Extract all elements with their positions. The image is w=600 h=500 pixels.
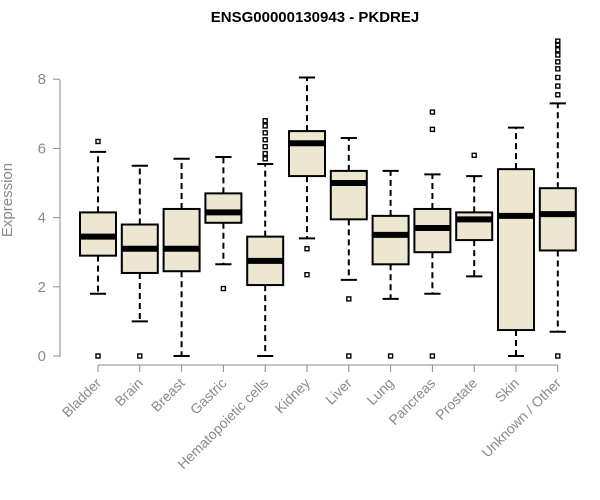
iqr-box — [162, 207, 201, 273]
outlier-point — [262, 118, 268, 124]
outlier-point — [346, 353, 352, 359]
outlier-point — [555, 92, 561, 98]
outlier-point — [555, 66, 561, 72]
outlier-point — [304, 271, 310, 278]
box-group — [455, 152, 494, 278]
outlier-point — [262, 137, 268, 143]
x-tick-label: Skin — [492, 375, 523, 406]
y-tick-label: 0 — [38, 348, 46, 365]
x-tick-label: Breast — [148, 375, 188, 415]
y-tick-label: 6 — [38, 140, 46, 157]
outlier-point — [471, 152, 477, 159]
x-tick-label: Unknown / Other — [478, 375, 564, 461]
outlier-point — [387, 353, 394, 359]
box-group — [79, 138, 117, 359]
outlier-point — [346, 296, 352, 302]
outlier-point — [262, 156, 268, 162]
outlier-point — [555, 59, 561, 65]
x-tick-label: Liver — [322, 375, 355, 408]
iqr-box — [497, 168, 535, 332]
box-group — [120, 164, 159, 359]
outlier-point — [262, 123, 268, 129]
outlier-point — [555, 74, 561, 81]
iqr-box — [538, 187, 577, 252]
x-tick-label: Bladder — [59, 375, 105, 421]
iqr-box — [371, 214, 410, 266]
outlier-point — [262, 130, 268, 136]
outlier-point — [304, 246, 310, 252]
y-tick-label: 8 — [38, 71, 46, 88]
y-tick-label: 2 — [38, 279, 46, 296]
iqr-box — [204, 192, 243, 224]
box-group — [162, 157, 201, 357]
box-group — [538, 38, 577, 359]
box-group — [204, 156, 243, 292]
y-axis-label: Expression — [0, 163, 16, 237]
outlier-point — [262, 143, 268, 150]
boxes — [79, 38, 577, 359]
outlier-point — [429, 126, 436, 133]
outlier-point — [555, 353, 561, 359]
box-group — [413, 109, 452, 359]
chart-title: ENSG00000130943 - PKDREJ — [211, 9, 419, 26]
outlier-point — [220, 285, 227, 292]
outlier-point — [137, 353, 143, 359]
outlier-point — [429, 109, 436, 115]
x-tick-label: Brain — [111, 375, 145, 409]
outlier-point — [555, 38, 561, 44]
x-tick-label: Kidney — [272, 375, 314, 417]
iqr-box — [329, 169, 368, 221]
outlier-point — [262, 150, 268, 157]
outlier-point — [95, 138, 101, 145]
outlier-point — [555, 83, 561, 89]
box-group — [288, 76, 326, 278]
box-group — [329, 137, 368, 359]
y-tick-label: 4 — [38, 210, 46, 227]
y-ticks: 0 2 4 6 8 — [38, 71, 60, 365]
box-group — [246, 118, 285, 357]
outlier-point — [555, 52, 561, 58]
outlier-point — [95, 353, 101, 359]
box-group — [497, 126, 535, 357]
x-tick-label: Prostate — [432, 375, 480, 423]
outlier-point — [429, 353, 436, 359]
x-tick-label: Lung — [363, 375, 396, 408]
box-group — [371, 169, 410, 359]
iqr-box — [288, 130, 326, 178]
outlier-point — [555, 47, 561, 53]
